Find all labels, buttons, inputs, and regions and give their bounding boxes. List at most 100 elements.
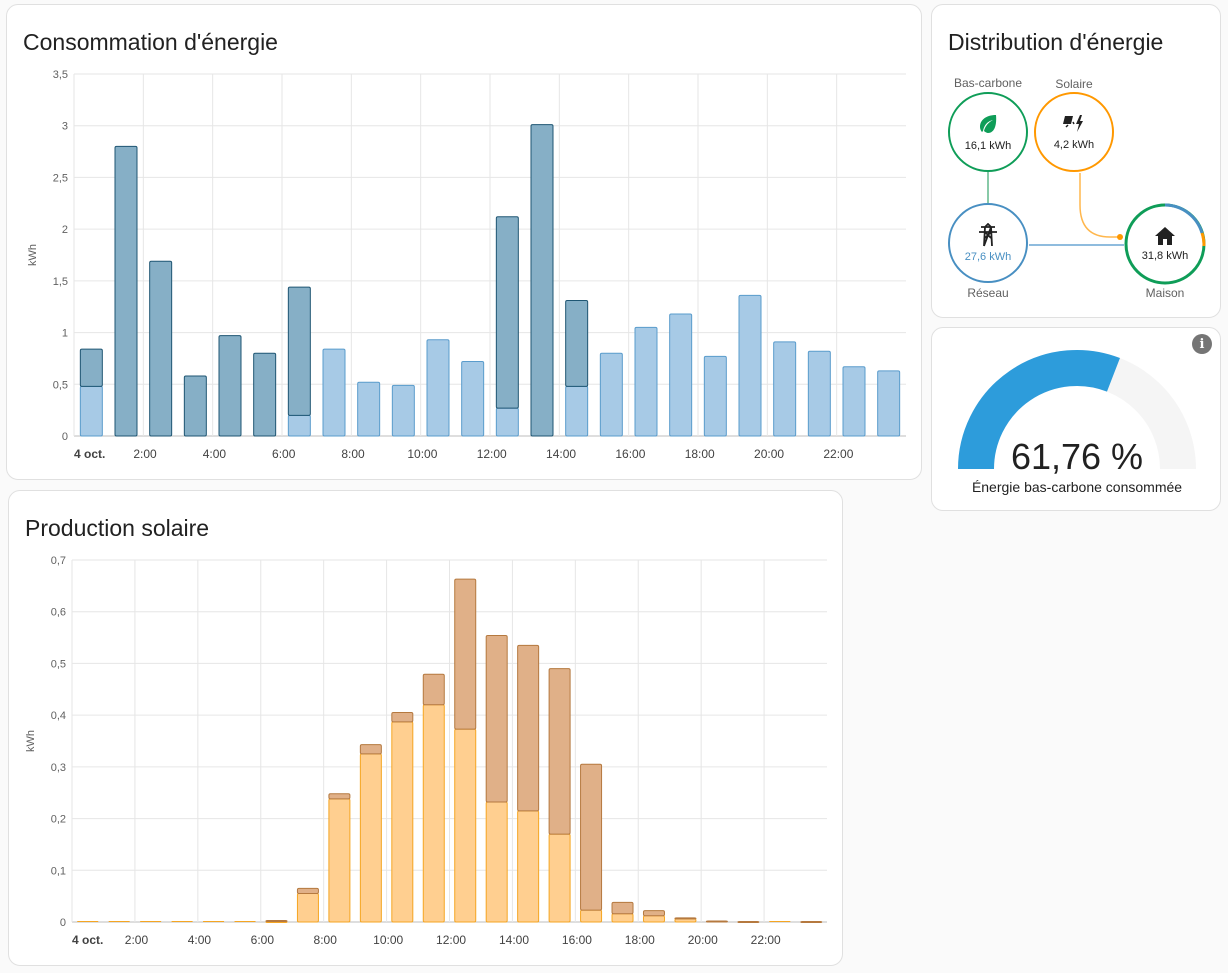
solar-bar-injecté: [391, 712, 414, 723]
solar-bar-autoconsommé: [391, 721, 414, 923]
solar-bar-autoconsommé: [642, 915, 665, 923]
solar-chart[interactable]: 0 0,1 0,2 0,3 0,4 0,5 0,6 0,7 4 oct. 2:00 4:00 6:00…: [9, 491, 844, 967]
gauge-fill: [958, 350, 1120, 470]
consumption-bar-solaire: [322, 348, 346, 437]
solar-bar-autoconsommé: [580, 909, 603, 923]
consumption-bar-solaire: [703, 355, 727, 437]
solar-x-tick-label: 22:00: [751, 933, 781, 947]
solar-bar-autoconsommé: [517, 810, 540, 923]
solar-x-tick-label: 4:00: [188, 933, 212, 947]
solar-title: Production solaire: [25, 515, 210, 541]
solar-bar-autoconsommé: [328, 798, 351, 923]
consumption-bar-réseau: [253, 352, 277, 437]
home-label: Maison: [1145, 286, 1185, 300]
low-carbon-gauge-card: i 61,76 % Énergie bas-carbone consommée: [931, 327, 1221, 511]
consumption-x-tick-label: 4 oct.: [74, 447, 105, 461]
consumption-bar-réseau: [183, 375, 207, 437]
consumption-bar-réseau: [79, 348, 103, 387]
solar-bar-empty: [140, 921, 162, 922]
energy-consumption-card: Consommation d'énergie 0 0,5 1 1,5 2 2,5 3 3,5 4…: [6, 4, 922, 480]
consumption-y-tick-label: 2: [62, 224, 68, 236]
consumption-x-tick-label: 6:00: [272, 447, 296, 461]
consumption-bar-solaire: [669, 313, 693, 437]
consumption-y-tick-label: 1: [62, 328, 68, 340]
solar-bar-autoconsommé: [548, 833, 571, 923]
consumption-bar-réseau: [114, 145, 138, 437]
solar-bar-autoconsommé: [359, 753, 382, 923]
solar-bar-injecté: [642, 910, 665, 917]
solar-x-tick-label: 14:00: [499, 933, 529, 947]
solar-bar-autoconsommé: [485, 801, 508, 923]
solar-bar-autoconsommé: [422, 704, 445, 923]
consumption-chart[interactable]: 0 0,5 1 1,5 2 2,5 3 3,5 4 oct. 2:00 4:00 6:00 8:00 10…: [7, 5, 923, 481]
solar-bar-injecté: [548, 668, 571, 835]
solar-bar-empty: [203, 921, 225, 922]
consumption-bar-solaire: [357, 381, 381, 437]
consumption-bar-réseau: [565, 300, 589, 387]
info-icon[interactable]: i: [1192, 334, 1212, 354]
consumption-bar-solaire: [842, 366, 866, 437]
solar-bar-injecté: [328, 793, 351, 800]
consumption-bar-solaire: [391, 384, 415, 437]
solar-bar-injecté: [359, 744, 382, 755]
low-carbon-value: 16,1 kWh: [964, 140, 1012, 152]
consumption-bar-solaire: [634, 326, 658, 437]
transmission-tower-icon: [979, 223, 997, 247]
solar-x-tick-label: 10:00: [373, 933, 403, 947]
solar-node[interactable]: 4,2 kWh: [1034, 92, 1114, 172]
solar-y-tick-label: 0,4: [51, 710, 66, 722]
solar-bar-injecté: [296, 887, 319, 895]
solar-bar-empty: [171, 921, 193, 922]
solar-bar-injecté: [454, 578, 477, 730]
consumption-x-tick-label: 8:00: [341, 447, 365, 461]
consumption-y-tick-label: 1,5: [53, 276, 68, 288]
consumption-y-tick-label: 3,5: [53, 69, 68, 81]
grid-node[interactable]: 27,6 kWh: [948, 203, 1028, 283]
home-node[interactable]: 31,8 kWh: [1125, 204, 1205, 284]
solar-bar-injecté: [800, 920, 823, 923]
distribution-title: Distribution d'énergie: [948, 29, 1164, 55]
solar-bar-injecté: [611, 901, 634, 915]
solar-bar-autoconsommé: [454, 728, 477, 923]
consumption-bar-solaire: [599, 352, 623, 437]
solar-value: 4,2 kWh: [1053, 139, 1095, 151]
consumption-x-tick-label: 12:00: [477, 447, 507, 461]
solar-bar-empty: [108, 921, 130, 922]
solar-label: Solaire: [1055, 77, 1093, 91]
consumption-y-tick-label: 2,5: [53, 172, 68, 184]
solar-x-tick-label: 8:00: [314, 933, 338, 947]
solar-bar-injecté: [705, 920, 728, 923]
solar-bar-empty: [769, 921, 791, 922]
solar-x-tick-label: 2:00: [125, 933, 149, 947]
consumption-x-tick-label: 18:00: [685, 447, 715, 461]
consumption-bar-réseau: [149, 260, 173, 437]
consumption-x-tick-label: 2:00: [133, 447, 157, 461]
consumption-bar-réseau: [530, 124, 554, 437]
solar-y-tick-label: 0,6: [51, 607, 66, 619]
solar-flow-dot: [1117, 234, 1123, 240]
consumption-bar-réseau: [287, 286, 311, 416]
solar-bar-autoconsommé: [611, 913, 634, 923]
solar-y-tick-label: 0,3: [51, 762, 66, 774]
consumption-x-tick-label: 4:00: [203, 447, 227, 461]
consumption-bar-solaire: [565, 385, 589, 437]
solar-bar-injecté: [674, 917, 697, 920]
energy-distribution-card: Distribution d'énergie Bas-carbone 16,1 …: [931, 4, 1221, 318]
solar-y-tick-label: 0,2: [51, 814, 66, 826]
consumption-x-tick-label: 10:00: [407, 447, 437, 461]
gauge-value: 61,76 %: [1010, 436, 1144, 477]
home-icon: [1155, 227, 1175, 245]
consumption-bar-solaire: [807, 350, 831, 437]
solar-x-tick-label: 4 oct.: [72, 933, 103, 947]
grid-label: Réseau: [967, 286, 1009, 300]
consumption-y-axis-label: kWh: [27, 244, 39, 266]
solar-bar-autoconsommé: [296, 893, 319, 923]
flow-lines: [987, 172, 1124, 246]
gauge: [958, 350, 1196, 470]
solar-bar-injecté: [517, 644, 540, 812]
consumption-bar-solaire: [495, 407, 519, 437]
low-carbon-node[interactable]: 16,1 kWh: [948, 92, 1028, 172]
consumption-bar-solaire: [738, 294, 762, 437]
solar-y-axis-label: kWh: [25, 730, 37, 752]
consumption-x-tick-label: 20:00: [754, 447, 784, 461]
